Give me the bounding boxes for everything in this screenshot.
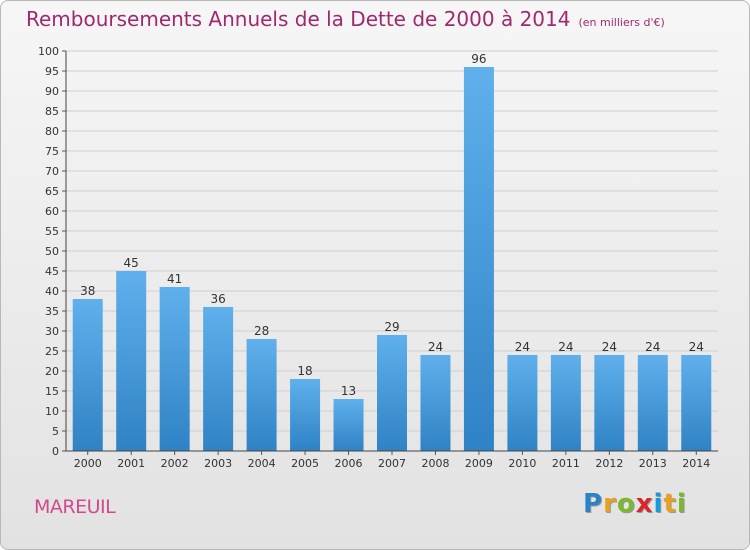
bar	[246, 339, 277, 451]
bar-value-label: 96	[471, 52, 486, 66]
bar-value-label: 24	[558, 340, 573, 354]
y-tick-label: 45	[45, 265, 59, 278]
y-tick-label: 75	[45, 145, 59, 158]
bar	[203, 307, 234, 451]
y-tick-label: 25	[45, 345, 59, 358]
x-tick-label: 2011	[552, 457, 580, 470]
y-axis-tick-labels: 0 5 10 15 20 25 30 35 40 45 50 55 60 65 70 75 80 85 90 95 10…	[38, 45, 59, 458]
y-tick-label: 40	[45, 285, 59, 298]
x-axis-tick-labels: 2000 2001 2002 2003 2004 2005 2006 2007 2008 2009…	[74, 451, 710, 470]
bar-value-label: 28	[254, 324, 269, 338]
y-tick-label: 80	[45, 125, 59, 138]
bar	[507, 355, 538, 451]
logo-letter: r	[603, 489, 617, 519]
bars	[72, 67, 712, 451]
bar	[420, 355, 451, 451]
bar	[463, 67, 494, 451]
x-tick-label: 2008	[421, 457, 449, 470]
bar	[637, 355, 668, 451]
y-tick-label: 50	[45, 245, 59, 258]
chart-title: Remboursements Annuels de la Dette de 20…	[26, 7, 665, 31]
x-tick-label: 2005	[291, 457, 319, 470]
bar	[159, 287, 190, 451]
bar	[333, 399, 364, 451]
y-tick-label: 30	[45, 325, 59, 338]
x-tick-label: 2007	[378, 457, 406, 470]
y-tick-label: 100	[38, 45, 59, 58]
x-tick-label: 2003	[204, 457, 232, 470]
x-tick-label: 2004	[248, 457, 276, 470]
y-tick-label: 5	[52, 425, 59, 438]
bar-value-label: 24	[515, 340, 530, 354]
x-tick-label: 2009	[465, 457, 493, 470]
y-tick-label: 90	[45, 85, 59, 98]
x-tick-label: 2014	[682, 457, 710, 470]
y-tick-label: 10	[45, 405, 59, 418]
y-tick-label: 70	[45, 165, 59, 178]
proxiti-logo: Proxiti	[583, 489, 687, 519]
x-tick-label: 2000	[74, 457, 102, 470]
x-tick-label: 2012	[595, 457, 623, 470]
logo-letter: x	[635, 489, 654, 519]
logo-letter: i	[653, 489, 664, 519]
bar	[72, 299, 103, 451]
bar	[116, 271, 147, 451]
y-tick-label: 65	[45, 185, 59, 198]
x-tick-label: 2002	[161, 457, 189, 470]
bar-value-label: 29	[384, 320, 399, 334]
bar-value-label: 24	[645, 340, 660, 354]
y-tick-label: 0	[52, 445, 59, 458]
bar	[681, 355, 712, 451]
x-tick-label: 2006	[335, 457, 363, 470]
x-tick-label: 2010	[508, 457, 536, 470]
logo-letter: t	[663, 489, 677, 519]
bar	[550, 355, 581, 451]
bar	[377, 335, 407, 451]
bar-value-label: 13	[341, 384, 356, 398]
logo-letter: o	[616, 489, 636, 519]
y-tick-label: 60	[45, 205, 59, 218]
x-tick-label: 2001	[117, 457, 145, 470]
bar	[594, 355, 625, 451]
y-tick-label: 35	[45, 305, 59, 318]
y-tick-label: 95	[45, 65, 59, 78]
bar-value-labels: 38 45 41 36 28 18 13 29 24 96 24 24 24 24 24	[80, 52, 704, 398]
bar-value-label: 45	[124, 256, 139, 270]
bar-value-label: 24	[689, 340, 704, 354]
bar-value-label: 41	[167, 272, 182, 286]
logo-letter: i	[676, 489, 687, 519]
y-tick-label: 20	[45, 365, 59, 378]
bar	[290, 379, 321, 451]
y-tick-label: 85	[45, 105, 59, 118]
title-text: Remboursements Annuels de la Dette de 20…	[26, 7, 571, 31]
y-tick-label: 55	[45, 225, 59, 238]
bar-value-label: 38	[80, 284, 95, 298]
bar-value-label: 24	[602, 340, 617, 354]
bar-value-label: 24	[428, 340, 443, 354]
logo-letter: P	[583, 489, 604, 519]
bar-value-label: 36	[210, 292, 225, 306]
x-tick-label: 2013	[639, 457, 667, 470]
location-name: MAREUIL	[34, 496, 116, 518]
axes	[65, 51, 718, 452]
y-tick-label: 15	[45, 385, 59, 398]
chart-subtitle: (en milliers d'€)	[578, 16, 665, 29]
bar-value-label: 18	[297, 364, 312, 378]
